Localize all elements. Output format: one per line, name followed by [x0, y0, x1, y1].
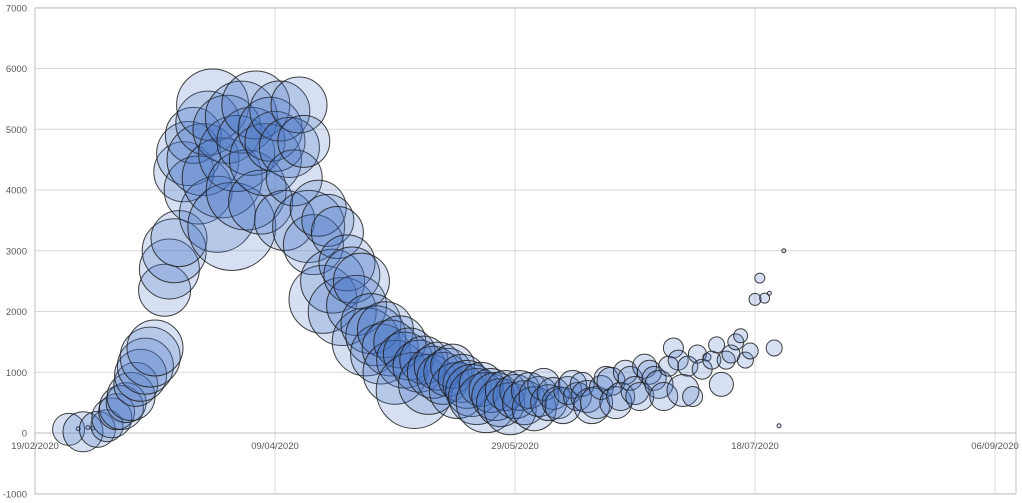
bubble-point: [156, 121, 222, 187]
bubble-point: [288, 264, 358, 334]
bubble-point: [398, 353, 460, 415]
bubble-point: [216, 106, 286, 176]
bubble-point: [741, 342, 759, 360]
bubble-point: [62, 411, 104, 453]
bubble-point: [176, 68, 250, 142]
bubble-series: [52, 68, 787, 453]
bubble-point: [625, 382, 655, 412]
bubble-point: [270, 76, 328, 134]
bubble-point: [126, 319, 184, 377]
y-tick-label: 0: [22, 429, 27, 440]
bubble-point: [430, 343, 476, 389]
y-tick-label: 1000: [6, 368, 27, 379]
bubble-point: [362, 339, 428, 405]
bubble-point: [192, 94, 262, 164]
bubble-point: [733, 328, 749, 344]
x-tick-label: 29/05/2020: [491, 441, 539, 452]
bubble-point: [518, 376, 560, 418]
bubble-point: [323, 246, 381, 304]
bubble-point: [620, 375, 650, 405]
bubble-point: [265, 149, 323, 207]
bubble-point: [558, 369, 588, 399]
bubble-point: [580, 386, 614, 420]
bubble-point: [91, 397, 133, 439]
bubble-point: [511, 386, 557, 432]
bubble-point: [301, 193, 355, 247]
bubble-point: [682, 386, 704, 408]
bubble-point: [484, 369, 526, 411]
y-tick-label: 5000: [6, 125, 27, 136]
bubble-point: [527, 367, 561, 401]
bubble-point: [708, 336, 726, 354]
bubble-point: [307, 277, 377, 346]
bubble-point: [138, 238, 200, 300]
bubble-point: [781, 248, 787, 254]
bubble-point: [382, 327, 436, 381]
bubble-point: [228, 123, 302, 197]
bubble-point: [300, 248, 366, 314]
bubble-point: [736, 351, 754, 369]
y-tick-label: 6000: [6, 64, 27, 75]
bubble-point: [244, 110, 306, 172]
bubble-point: [766, 290, 772, 296]
bubble-point: [181, 137, 263, 219]
bubble-point: [748, 292, 762, 306]
y-tick-label: -1000: [3, 489, 27, 500]
bubble-point: [759, 292, 771, 304]
bubble-point: [662, 337, 684, 359]
gridlines: [35, 7, 1016, 495]
axes: [34, 7, 1017, 495]
bubble-point: [119, 326, 181, 388]
y-tick-label: 7000: [6, 3, 27, 14]
bubble-point: [754, 272, 766, 284]
bubble-point: [437, 353, 487, 403]
bubble-point: [85, 425, 91, 431]
x-tick-label: 09/04/2020: [251, 441, 299, 452]
y-tick-label: 4000: [6, 186, 27, 197]
bubble-point: [249, 80, 311, 142]
x-tick-label: 06/09/2020: [971, 441, 1019, 452]
tick-labels: -1000 0 1000 2000 3000 4000 5000 6000 7000 19/02/…: [3, 3, 1019, 500]
bubble-point: [502, 380, 548, 426]
bubble-point: [345, 305, 407, 367]
bubble-point: [708, 371, 734, 397]
x-tick-label: 19/02/2020: [11, 441, 59, 452]
x-tick-label: 18/07/2020: [731, 441, 779, 452]
bubble-point: [150, 210, 208, 268]
bubble-point: [765, 339, 783, 357]
bubble-point: [649, 382, 679, 412]
bubble-point: [166, 123, 240, 197]
bubble-point: [570, 380, 604, 414]
bubble-point: [687, 344, 707, 364]
bubble-point: [310, 206, 364, 260]
bubble-point: [187, 181, 277, 271]
y-tick-label: 3000: [6, 246, 27, 257]
y-tick-label: 2000: [6, 307, 27, 318]
bubble-point: [483, 382, 537, 436]
bubble-point: [331, 307, 401, 377]
bubble-point: [776, 423, 782, 429]
bubble-point: [277, 114, 331, 168]
bubble-point: [448, 368, 506, 426]
bubble-point: [98, 384, 144, 430]
